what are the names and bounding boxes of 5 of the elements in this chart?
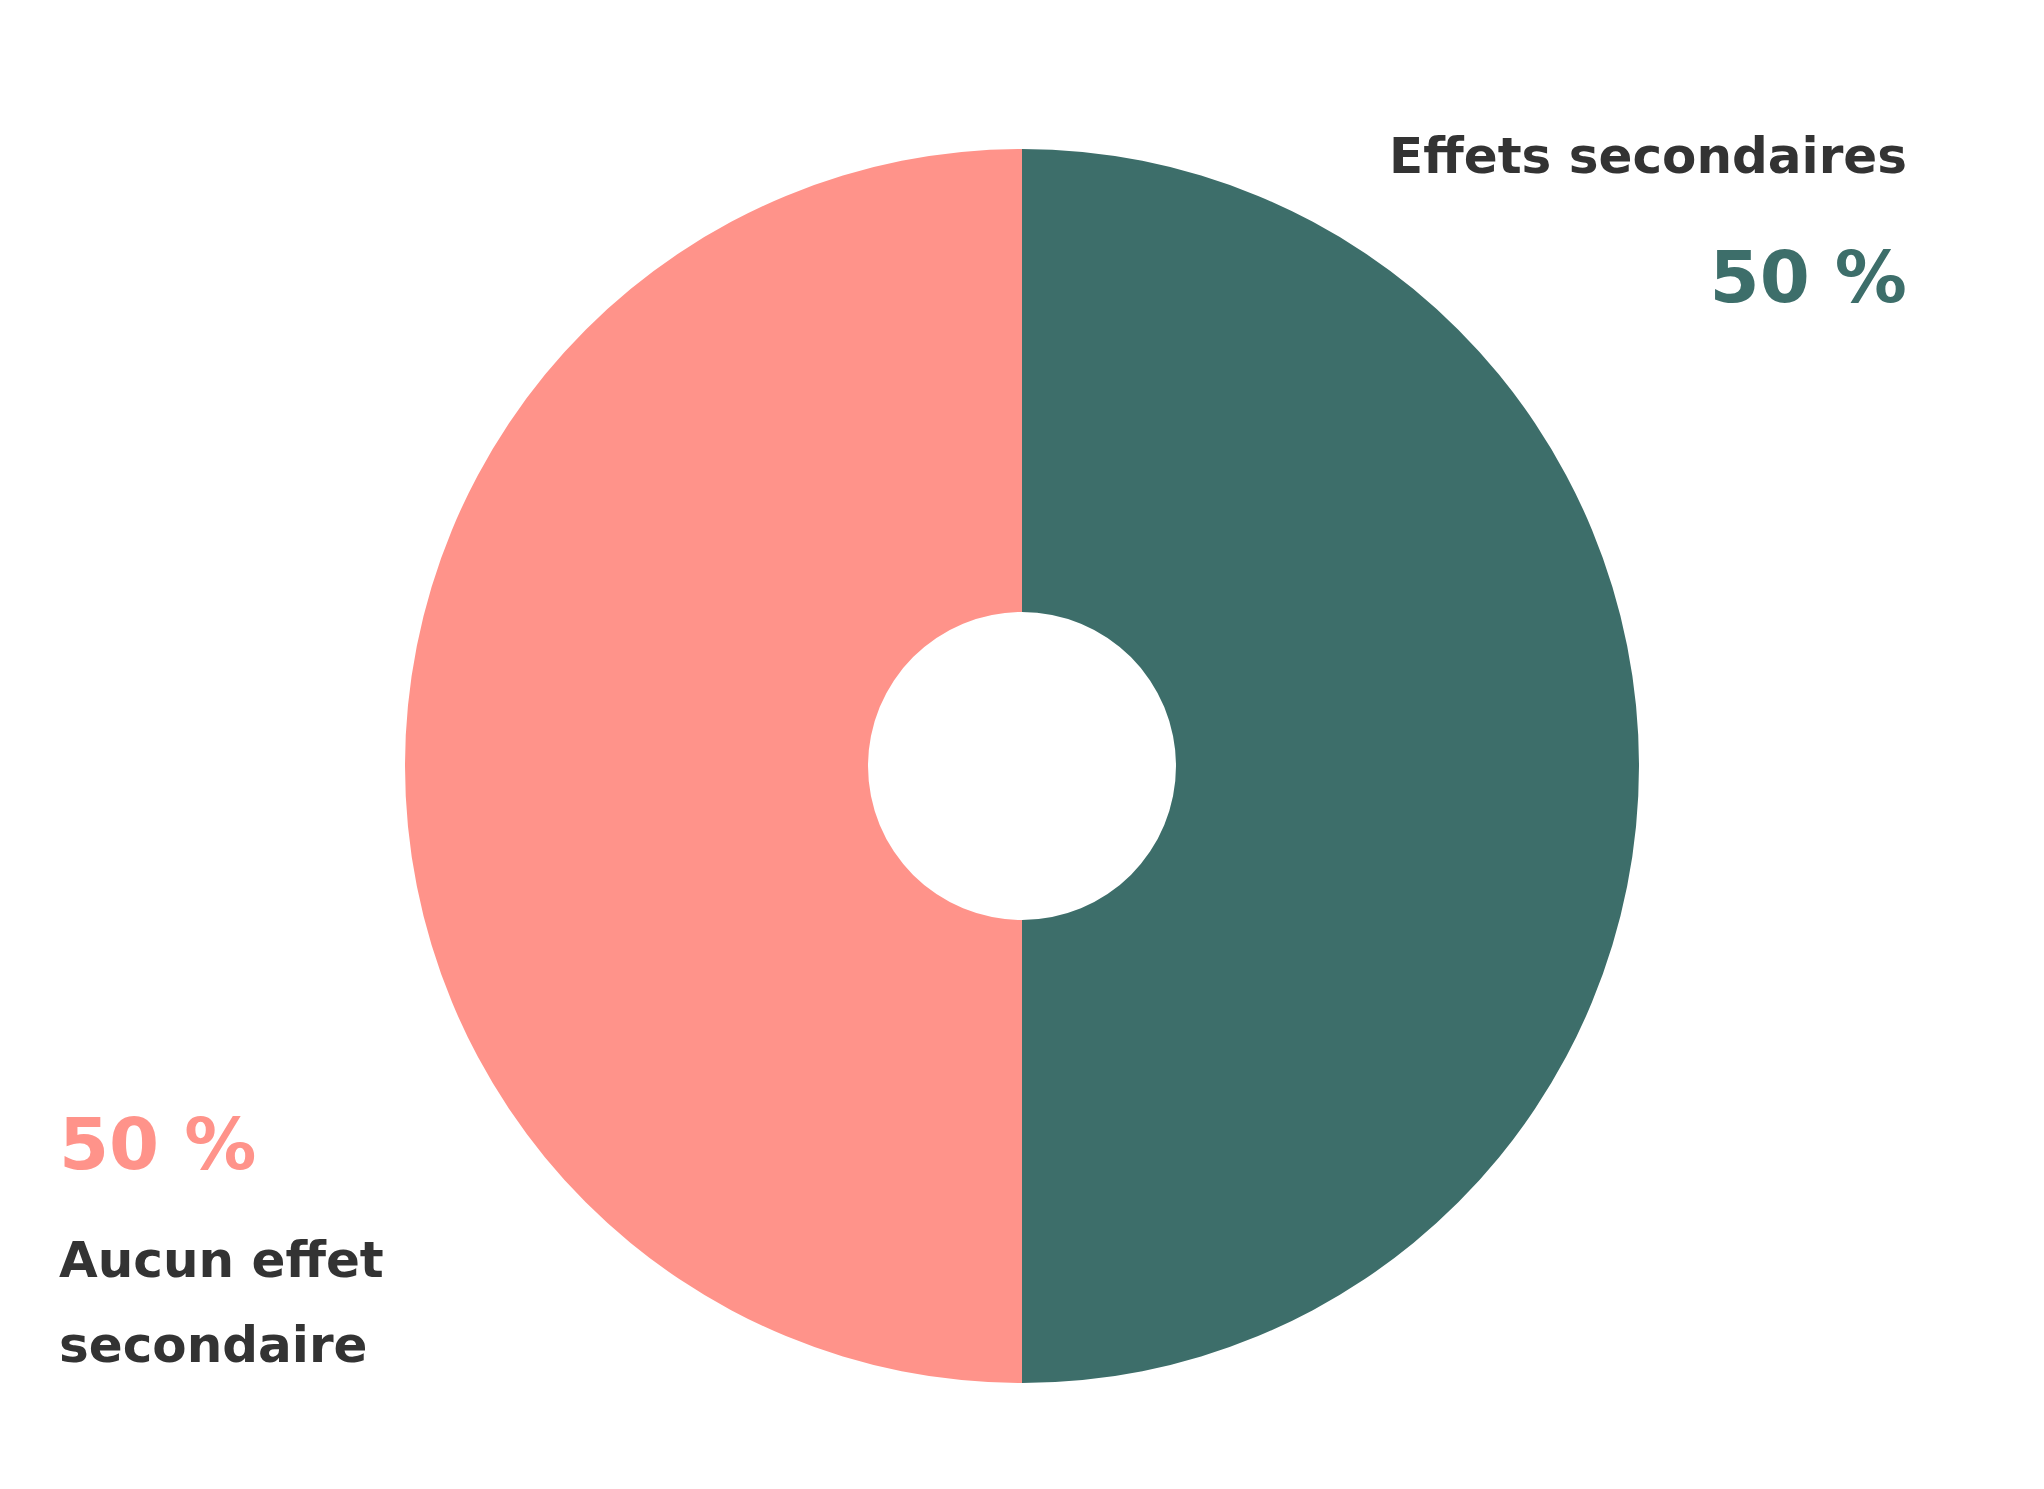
data-label: 50 % xyxy=(1709,235,1907,319)
slice-label: Effets secondaires xyxy=(1389,127,1907,185)
slice-label: Aucun effet secondaire xyxy=(59,1231,384,1374)
donut-slice xyxy=(406,149,1022,1383)
data-label: 50 % xyxy=(59,1102,257,1186)
